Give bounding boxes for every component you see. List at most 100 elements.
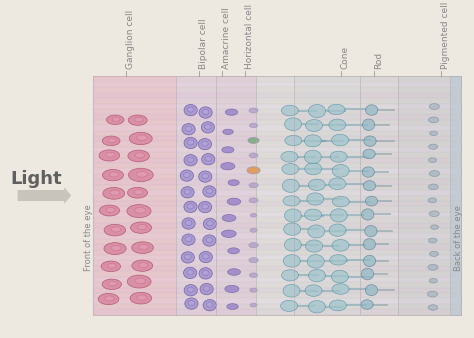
Ellipse shape <box>135 208 146 213</box>
Ellipse shape <box>282 179 299 192</box>
Ellipse shape <box>227 304 238 310</box>
Ellipse shape <box>250 228 257 232</box>
Ellipse shape <box>184 285 197 296</box>
Ellipse shape <box>132 260 153 271</box>
Ellipse shape <box>227 198 241 205</box>
Ellipse shape <box>127 204 151 218</box>
Ellipse shape <box>221 230 236 238</box>
Ellipse shape <box>364 255 376 266</box>
Ellipse shape <box>201 122 215 133</box>
Ellipse shape <box>225 109 238 115</box>
Ellipse shape <box>428 198 437 203</box>
Ellipse shape <box>102 279 121 290</box>
Text: Pigmented cell: Pigmented cell <box>441 2 450 69</box>
Ellipse shape <box>307 193 324 205</box>
Bar <box>175 76 216 315</box>
Ellipse shape <box>283 284 300 297</box>
Ellipse shape <box>247 167 260 174</box>
Bar <box>93 309 462 315</box>
Ellipse shape <box>328 104 345 115</box>
Ellipse shape <box>199 171 212 182</box>
Ellipse shape <box>249 123 258 128</box>
Bar <box>93 179 462 185</box>
Ellipse shape <box>106 208 115 212</box>
Ellipse shape <box>249 243 258 248</box>
Bar <box>93 103 462 109</box>
Ellipse shape <box>134 190 143 194</box>
Ellipse shape <box>428 144 438 149</box>
Ellipse shape <box>112 117 120 121</box>
Ellipse shape <box>111 227 121 232</box>
Ellipse shape <box>132 242 154 254</box>
Ellipse shape <box>182 234 195 245</box>
Ellipse shape <box>308 225 325 238</box>
Ellipse shape <box>183 172 190 177</box>
Ellipse shape <box>105 296 114 301</box>
Ellipse shape <box>362 167 374 177</box>
Bar <box>93 201 462 207</box>
Ellipse shape <box>284 118 301 130</box>
Ellipse shape <box>428 291 438 297</box>
Ellipse shape <box>329 178 346 190</box>
Ellipse shape <box>364 180 376 191</box>
Ellipse shape <box>364 136 376 146</box>
Bar <box>93 93 462 98</box>
Ellipse shape <box>199 201 212 213</box>
Ellipse shape <box>128 115 147 125</box>
Ellipse shape <box>128 187 147 198</box>
Ellipse shape <box>305 285 322 296</box>
Ellipse shape <box>332 196 349 207</box>
Ellipse shape <box>206 237 213 242</box>
Ellipse shape <box>309 269 326 282</box>
Text: Light: Light <box>10 170 62 188</box>
Bar <box>93 114 462 120</box>
Ellipse shape <box>101 261 120 272</box>
Ellipse shape <box>225 285 239 292</box>
Ellipse shape <box>106 152 115 157</box>
Ellipse shape <box>361 268 374 280</box>
Ellipse shape <box>249 108 258 113</box>
Ellipse shape <box>363 119 375 130</box>
Ellipse shape <box>203 299 216 311</box>
Ellipse shape <box>203 186 216 197</box>
Ellipse shape <box>201 153 215 165</box>
Ellipse shape <box>180 170 193 181</box>
Ellipse shape <box>363 149 375 159</box>
Ellipse shape <box>305 163 322 175</box>
Ellipse shape <box>184 104 197 116</box>
Ellipse shape <box>103 188 125 199</box>
Ellipse shape <box>309 300 326 313</box>
Ellipse shape <box>248 137 259 143</box>
Text: Ganglion cell: Ganglion cell <box>126 10 135 69</box>
Bar <box>398 76 462 315</box>
Ellipse shape <box>249 258 258 263</box>
Ellipse shape <box>108 263 116 268</box>
Ellipse shape <box>330 255 347 265</box>
Ellipse shape <box>284 209 301 222</box>
Ellipse shape <box>281 151 298 162</box>
Ellipse shape <box>363 239 375 250</box>
Text: Cone: Cone <box>341 46 350 69</box>
Ellipse shape <box>429 131 438 136</box>
Ellipse shape <box>429 278 438 283</box>
Ellipse shape <box>331 270 348 283</box>
Bar <box>93 82 462 87</box>
Ellipse shape <box>203 218 217 230</box>
Ellipse shape <box>206 302 213 307</box>
Bar <box>294 76 360 315</box>
Ellipse shape <box>187 270 193 275</box>
Ellipse shape <box>428 158 437 163</box>
Ellipse shape <box>307 255 324 268</box>
Ellipse shape <box>201 141 208 146</box>
Bar <box>93 244 462 250</box>
Ellipse shape <box>181 187 194 198</box>
Ellipse shape <box>249 273 258 277</box>
Ellipse shape <box>305 209 321 220</box>
Bar <box>93 288 462 293</box>
Ellipse shape <box>102 136 120 146</box>
Ellipse shape <box>184 137 197 149</box>
Ellipse shape <box>428 264 438 270</box>
Ellipse shape <box>365 105 378 115</box>
Ellipse shape <box>137 295 147 300</box>
Ellipse shape <box>308 179 325 191</box>
